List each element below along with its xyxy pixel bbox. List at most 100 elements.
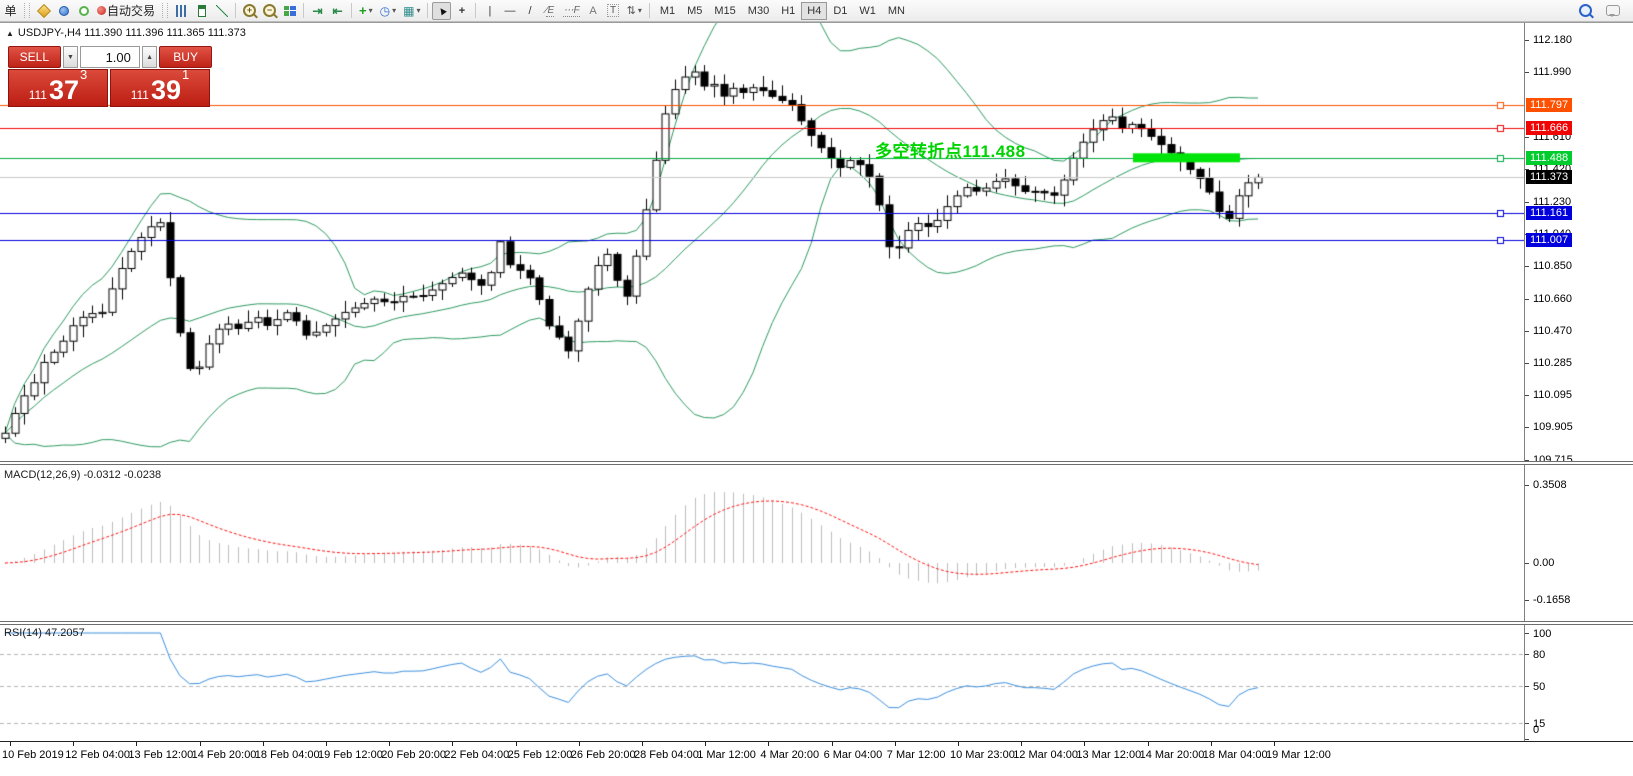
search-button[interactable] bbox=[1576, 2, 1595, 20]
macd-axis-label: -0.1658 bbox=[1533, 593, 1571, 606]
timeframe-button-h4[interactable]: H4 bbox=[801, 1, 828, 20]
toolbar-grip bbox=[162, 3, 169, 18]
vertical-line-button[interactable]: | bbox=[480, 2, 499, 20]
volume-input[interactable]: 1.00 bbox=[80, 46, 140, 68]
market-watch-button[interactable] bbox=[54, 2, 73, 20]
timeframe-button-d1[interactable]: D1 bbox=[833, 4, 848, 17]
timeframe-button-m15[interactable]: M15 bbox=[714, 4, 736, 17]
toolbar-separator bbox=[648, 3, 650, 18]
periods-button[interactable]: ◷ ▾ bbox=[377, 2, 400, 20]
timeframe-button-m30[interactable]: M30 bbox=[747, 4, 770, 17]
volume-decrease-button[interactable]: ▼ bbox=[62, 46, 79, 68]
rsi-axis-tick-mark bbox=[1525, 739, 1529, 740]
rsi-pane-canvas[interactable] bbox=[0, 623, 1524, 741]
sell-price-prefix: 111 bbox=[28, 88, 47, 102]
arrows-icon: ⇅ bbox=[626, 5, 636, 17]
zoom-in-button[interactable]: + bbox=[240, 2, 259, 20]
time-tick-mark bbox=[1021, 742, 1023, 746]
rsi-axis-tick-mark bbox=[1525, 723, 1529, 725]
macd-axis-tick-mark bbox=[1525, 485, 1529, 487]
collapse-panel-icon[interactable]: ▲ bbox=[6, 28, 14, 38]
tile-windows-button[interactable] bbox=[280, 2, 299, 20]
price-tick-label: 110.285 bbox=[1533, 356, 1572, 369]
equidistant-channel-button[interactable]: ⁄E bbox=[540, 2, 559, 20]
timeframe-button-m1[interactable]: M1 bbox=[659, 4, 676, 17]
macd-pane-canvas[interactable] bbox=[0, 463, 1524, 623]
horizontal-line-button[interactable]: — bbox=[500, 2, 519, 20]
time-tick-label: 13 Feb 12:00 bbox=[128, 749, 194, 761]
time-tick-mark bbox=[705, 742, 707, 746]
sell-price-button[interactable]: 111 37 3 bbox=[8, 67, 108, 107]
price-axis[interactable]: 112.180111.990111.610111.420111.230111.0… bbox=[1524, 23, 1633, 741]
chart-shift-button[interactable]: ⇤ bbox=[328, 2, 347, 20]
rsi-axis-label: 80 bbox=[1533, 649, 1546, 662]
buy-price-button[interactable]: 111 39 1 bbox=[110, 67, 210, 107]
main-chart-canvas[interactable] bbox=[0, 23, 1524, 463]
time-tick-mark bbox=[958, 742, 959, 746]
text-button[interactable]: A bbox=[584, 2, 603, 20]
toolbar-grip bbox=[24, 3, 30, 18]
equidistant-channel-icon: ⁄E bbox=[545, 4, 555, 17]
timeframe-button-mn[interactable]: MN bbox=[887, 4, 905, 17]
time-tick-label: 18 Mar 04:00 bbox=[1202, 749, 1268, 761]
trendline-button[interactable]: / bbox=[520, 2, 539, 20]
line-chart-icon bbox=[215, 4, 228, 17]
new-chart-button[interactable]: + ▾ bbox=[356, 2, 376, 20]
buy-price-sup: 1 bbox=[182, 67, 190, 82]
time-tick-mark bbox=[1147, 742, 1149, 746]
fibonacci-button[interactable]: ⋯F bbox=[560, 2, 582, 20]
sell-button[interactable]: SELL bbox=[8, 46, 61, 68]
time-tick-mark bbox=[389, 742, 391, 746]
price-tick-mark bbox=[1525, 298, 1529, 300]
rsi-axis-label: 0 bbox=[1533, 724, 1540, 736]
auto-scroll-button[interactable]: ⇥ bbox=[308, 2, 327, 20]
price-tick-mark bbox=[1525, 169, 1529, 171]
metaeditor-button[interactable] bbox=[34, 2, 53, 20]
chat-button[interactable] bbox=[1603, 2, 1623, 20]
price-tick-label: 110.660 bbox=[1533, 292, 1572, 305]
new-order-button[interactable]: 单 bbox=[4, 4, 17, 18]
buy-button[interactable]: BUY bbox=[159, 46, 212, 68]
toolbar-separator bbox=[303, 3, 305, 18]
signals-button[interactable] bbox=[74, 2, 93, 20]
autotrading-button[interactable]: 自动交易 bbox=[94, 2, 158, 20]
macd-pane-separator[interactable] bbox=[0, 461, 1633, 465]
rsi-axis-tick-mark bbox=[1525, 686, 1529, 687]
time-tick-label: 25 Feb 12:00 bbox=[507, 749, 573, 761]
toolbar-separator bbox=[351, 3, 353, 18]
time-tick-label: 10 Feb 2019 bbox=[2, 749, 64, 761]
candlestick-chart-button[interactable] bbox=[192, 2, 211, 20]
price-tick-mark bbox=[1525, 362, 1529, 364]
text-label-button[interactable]: T bbox=[604, 2, 623, 20]
rsi-pane-separator[interactable] bbox=[0, 621, 1633, 625]
fibonacci-icon: ⋯F bbox=[563, 4, 580, 17]
bar-chart-button[interactable] bbox=[172, 2, 191, 20]
line-chart-button[interactable] bbox=[212, 2, 231, 20]
zoom-out-icon: − bbox=[263, 4, 277, 17]
toolbar-separator bbox=[475, 3, 477, 18]
crosshair-button[interactable]: + bbox=[452, 2, 471, 20]
arrows-button[interactable]: ⇅ ▾ bbox=[624, 2, 645, 20]
time-tick-mark bbox=[578, 742, 580, 746]
time-tick-mark bbox=[768, 742, 770, 746]
clock-icon: ◷ bbox=[379, 3, 391, 18]
autotrading-icon bbox=[97, 6, 106, 15]
price-tick-mark bbox=[1525, 331, 1529, 333]
price-tag: 111.666 bbox=[1526, 120, 1573, 135]
time-axis[interactable]: 10 Feb 2019 12 Feb 04:00 13 Feb 12:00 14 Fe… bbox=[0, 741, 1633, 776]
volume-increase-button[interactable]: ▲ bbox=[141, 46, 158, 68]
timeframe-button-h1[interactable]: H1 bbox=[781, 4, 796, 17]
time-tick-mark bbox=[326, 742, 327, 746]
zoom-out-button[interactable]: − bbox=[260, 2, 279, 20]
timeframe-button-w1[interactable]: W1 bbox=[859, 4, 876, 17]
one-click-trade-panel: SELL ▼ 1.00 ▲ BUY 111 37 3 111 39 1 bbox=[8, 46, 212, 107]
template-icon: ▦ bbox=[403, 3, 415, 18]
timeframe-button-m5[interactable]: M5 bbox=[687, 4, 703, 17]
time-tick-label: 6 Mar 04:00 bbox=[823, 749, 883, 761]
cursor-button[interactable]: ▲ bbox=[432, 1, 452, 20]
pivot-annotation-text[interactable]: 多空转折点111.488 bbox=[875, 142, 1026, 161]
chevron-down-icon: ▾ bbox=[416, 6, 421, 15]
templates-button[interactable]: ▦ ▾ bbox=[400, 2, 423, 20]
time-tick-label: 12 Mar 04:00 bbox=[1013, 749, 1079, 761]
auto-scroll-icon: ⇥ bbox=[312, 3, 323, 18]
